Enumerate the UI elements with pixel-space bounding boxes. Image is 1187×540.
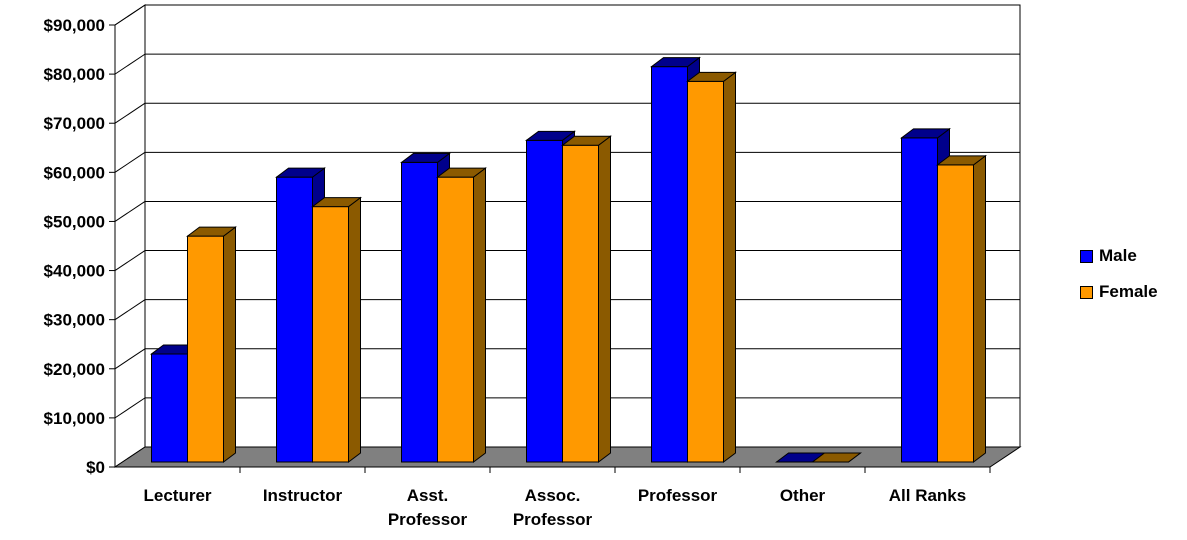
legend-item-female: Female <box>1080 280 1158 304</box>
legend-item-male: Male <box>1080 244 1158 268</box>
bar-male-0 <box>151 353 188 463</box>
bar-female-1-side <box>348 196 361 463</box>
x-tick-label-line: Lecturer <box>143 486 211 505</box>
gridline-side <box>114 53 146 75</box>
bar-male-3 <box>526 139 563 463</box>
gridline-side <box>114 102 146 124</box>
bar-female-0-top <box>186 226 237 237</box>
legend-label-female: Female <box>1099 282 1158 301</box>
bar-female-2-side <box>473 167 486 463</box>
bar-male-4-top <box>650 57 701 68</box>
y-tick-label: $10,000 <box>44 409 105 428</box>
bar-female-3-side <box>598 135 611 463</box>
side-wall <box>114 4 146 468</box>
x-tick-label-line: Asst. <box>407 486 449 505</box>
legend: Male Female <box>1080 244 1158 316</box>
y-tick-label: $0 <box>86 458 105 477</box>
legend-swatch-male <box>1080 249 1093 263</box>
bar-male-6 <box>901 137 938 463</box>
x-tick-label: Other <box>780 486 826 505</box>
gridline-side <box>114 4 146 26</box>
y-tick-label: $20,000 <box>44 360 105 379</box>
gridline-side <box>114 397 146 419</box>
x-tick-label-line: Professor <box>388 510 468 529</box>
x-tick-label: Professor <box>638 486 718 505</box>
x-tick-label: All Ranks <box>889 486 966 505</box>
bar-female-0 <box>187 235 224 463</box>
bar-female-4-side <box>723 71 736 463</box>
y-tick-label: $80,000 <box>44 65 105 84</box>
bar-male-1-top <box>275 167 326 178</box>
bar-female-4 <box>687 80 724 463</box>
x-tick-label: Asst. Professor <box>388 486 468 529</box>
y-tick-label: $50,000 <box>44 212 105 231</box>
y-tick-label: $30,000 <box>44 311 105 330</box>
legend-swatch-female <box>1080 285 1093 299</box>
bar-male-3-top <box>525 130 576 141</box>
y-tick-label: $60,000 <box>44 163 105 182</box>
x-tick-label: Assoc. Professor <box>513 486 593 529</box>
x-tick-label: Instructor <box>263 486 343 505</box>
bar-female-6-top <box>936 155 987 166</box>
bar-female-6 <box>937 164 974 463</box>
x-tick-label-line: Assoc. <box>525 486 581 505</box>
legend-label-male: Male <box>1099 246 1137 265</box>
bar-male-2 <box>401 161 438 463</box>
y-tick-label: $90,000 <box>44 16 105 35</box>
x-tick-label: Lecturer <box>143 486 211 505</box>
bar-female-5-top <box>811 452 862 463</box>
y-tick-label: $40,000 <box>44 262 105 281</box>
x-tick-label-line: Instructor <box>263 486 343 505</box>
x-tick-label-line: All Ranks <box>889 486 966 505</box>
gridline-side <box>114 250 146 271</box>
bar-female-3-top <box>561 135 612 146</box>
y-tick-label: $70,000 <box>44 114 105 133</box>
bar-female-6-side <box>973 154 986 463</box>
gridline-side <box>114 151 146 173</box>
bar-female-2-top <box>436 167 487 178</box>
bar-male-4 <box>651 66 688 463</box>
gridline-side <box>114 348 146 370</box>
bar-male-6-top <box>900 128 951 139</box>
gridline-side <box>114 201 146 222</box>
bar-male-1 <box>276 176 313 463</box>
bar-female-4-top <box>686 71 737 82</box>
bar-female-2 <box>437 176 474 463</box>
gridline-side <box>114 299 146 321</box>
bar-female-3 <box>562 144 599 463</box>
x-tick-label-line: Professor <box>638 486 718 505</box>
bar-male-2-top <box>400 152 451 163</box>
bar-female-0-side <box>223 226 236 463</box>
bar-female-1 <box>312 206 349 463</box>
bar-female-1-top <box>311 197 362 208</box>
x-tick-label-line: Other <box>780 486 826 505</box>
x-tick-label-line: Professor <box>513 510 593 529</box>
